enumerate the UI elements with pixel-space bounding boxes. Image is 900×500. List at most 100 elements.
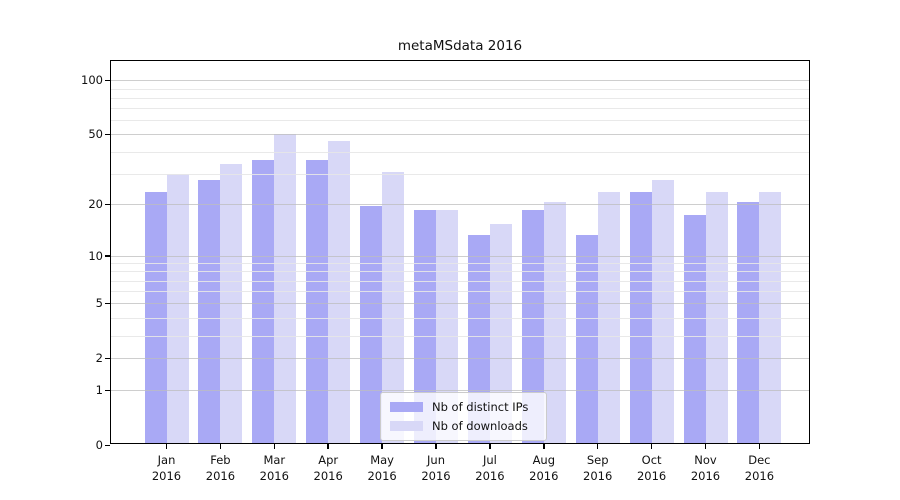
y-axis-tick [105,302,110,305]
y-tick-label: 20 [88,197,103,212]
legend: Nb of distinct IPs Nb of downloads [380,392,547,441]
x-tick-month: Oct [641,453,662,467]
y-axis-tick [105,133,110,136]
legend-swatch-distinct-ips [390,401,423,413]
x-tick-year: 2016 [744,469,775,483]
legend-entry-downloads: Nb of downloads [390,418,537,434]
bar-distinct-ips [360,206,383,443]
x-tick-label: Feb 2016 [193,452,247,484]
bar-distinct-ips [306,159,329,443]
gridline-minor [111,317,809,319]
x-tick-label: Oct 2016 [625,452,679,484]
y-axis-tick [105,79,110,82]
x-tick-year: 2016 [583,469,613,483]
legend-label-distinct-ips: Nb of distinct IPs [432,400,529,414]
bar-downloads [274,133,297,443]
x-axis-tick [435,444,437,449]
gridline-minor [111,335,809,337]
x-tick-month: Mar [263,453,286,467]
gridline-minor [111,88,809,90]
x-tick-year: 2016 [475,469,505,483]
gridline-minor [111,97,809,99]
y-tick-label: 0 [95,438,103,452]
x-tick-label: Aug 2016 [517,452,571,484]
x-tick-label: May 2016 [355,452,409,484]
bar-downloads [489,223,512,443]
y-tick-label: 2 [95,351,103,366]
x-tick-year: 2016 [421,469,451,483]
x-tick-label: Jan 2016 [140,452,194,484]
bar-distinct-ips [414,210,436,443]
gridline-major [111,204,809,206]
x-tick-month: Apr [318,453,339,467]
chart-title: metaMSdata 2016 [397,38,523,54]
y-tick-label: 50 [88,127,103,142]
x-axis-tick [381,444,383,449]
x-axis-tick [650,444,653,449]
gridline-major [111,255,809,257]
bar-downloads [597,191,620,443]
y-tick-label: 1 [95,383,103,398]
x-axis-tick [758,444,761,449]
bar-downloads [543,202,566,443]
x-axis-tick [596,444,599,449]
bar-distinct-ips [521,210,544,443]
x-tick-label: Apr 2016 [301,452,355,484]
y-tick-label: 5 [95,296,103,311]
x-tick-label: Jul 2016 [463,452,517,484]
x-axis-tick [704,444,707,449]
y-tick-label: 100 [81,73,103,88]
x-tick-label: Sep 2016 [571,452,625,484]
x-tick-label: Dec 2016 [732,452,786,484]
gridline-major [111,303,809,305]
bar-distinct-ips [737,202,760,443]
bar-downloads [166,174,189,443]
y-axis-tick [105,389,110,392]
x-tick-month: Aug [532,453,556,467]
x-tick-label: Nov 2016 [679,452,733,484]
gridline-minor [111,120,809,122]
y-axis-tick [105,203,110,206]
x-axis-tick [219,444,222,449]
x-tick-month: May [370,453,394,467]
gridline-minor [111,151,809,153]
x-tick-year: 2016 [151,469,182,483]
x-tick-month: Dec [748,453,771,467]
legend-entry-distinct-ips: Nb of distinct IPs [390,399,537,415]
y-axis-tick [105,444,110,446]
x-tick-month: Jan [157,453,176,467]
gridline-minor [111,108,809,110]
gridline-minor [111,291,809,293]
legend-swatch-downloads [390,420,423,432]
x-axis-tick [543,444,545,449]
x-tick-month: Nov [694,453,717,467]
x-tick-year: 2016 [205,469,236,483]
x-tick-label: Mar 2016 [247,452,301,484]
y-axis-tick [105,357,110,360]
bar-distinct-ips [575,234,598,443]
x-tick-month: Sep [586,453,609,467]
bar-downloads [436,210,458,443]
x-tick-month: Jul [482,453,497,467]
x-tick-year: 2016 [313,469,343,483]
x-tick-year: 2016 [259,469,289,483]
bar-distinct-ips [252,159,275,443]
y-tick-label: 10 [88,248,103,263]
bar-downloads [705,191,728,443]
bar-downloads [651,179,674,443]
bar-downloads [382,171,405,443]
bar-distinct-ips [144,191,167,443]
plot-area: 0 1 2 5 10 20 50 100 Jan 2016 Feb 2016 Mar 2016 Apr 201… [81,60,810,483]
gridline-minor [111,280,809,282]
legend-label-downloads: Nb of downloads [432,419,528,433]
y-axis-tick [105,255,110,257]
x-tick-month: Feb [210,453,231,467]
x-axis-tick [489,444,491,449]
gridline-minor [111,173,809,175]
x-tick-year: 2016 [529,469,559,483]
gridline-major [111,134,809,136]
bar-distinct-ips [198,179,221,443]
x-axis-tick [165,444,168,449]
x-tick-label: Jun 2016 [409,452,463,484]
